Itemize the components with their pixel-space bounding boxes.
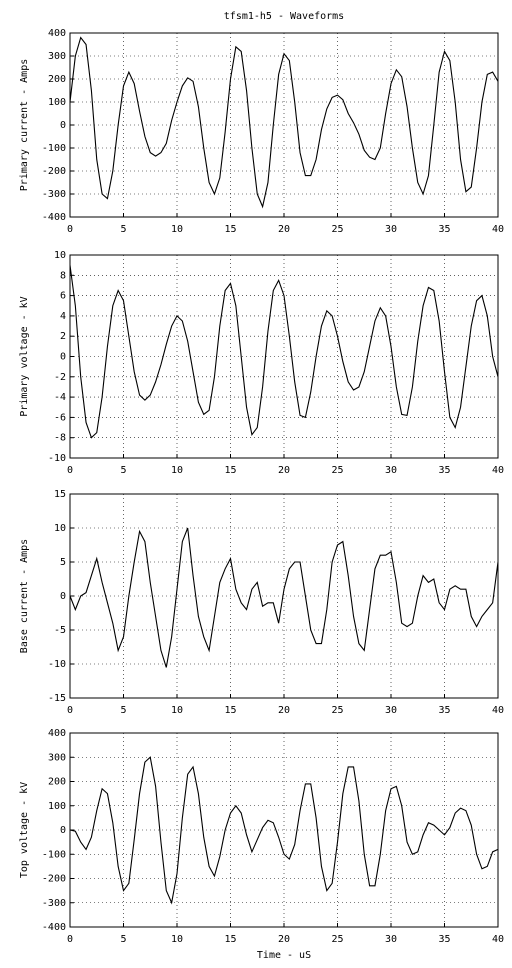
x-tick-label: 10 — [171, 224, 183, 235]
chart-title: tfsm1-h5 - Waveforms — [224, 11, 344, 22]
x-tick-label: 40 — [492, 705, 504, 716]
plot-frame — [69, 254, 499, 459]
x-tick-label: 30 — [385, 224, 397, 235]
x-axis-label: Time - uS — [257, 950, 311, 961]
y-tick-label: -4 — [54, 392, 66, 403]
y-tick-label: 4 — [60, 311, 66, 322]
y-tick-label: 100 — [48, 97, 66, 108]
x-tick-label: 15 — [224, 224, 236, 235]
x-tick-label: 0 — [67, 465, 73, 476]
y-axis-label: Primary current - Amps — [19, 59, 30, 191]
x-tick-label: 30 — [385, 465, 397, 476]
x-tick-label: 15 — [224, 465, 236, 476]
x-tick-label: 20 — [278, 934, 290, 945]
x-tick-label: 35 — [438, 224, 450, 235]
x-tick-label: 30 — [385, 934, 397, 945]
x-tick-label: 30 — [385, 705, 397, 716]
waveform-line — [69, 756, 499, 905]
x-tick-label: 20 — [278, 224, 290, 235]
x-tick-label: 5 — [120, 465, 126, 476]
y-tick-label: 400 — [48, 728, 66, 739]
y-tick-label: -100 — [42, 849, 66, 860]
y-tick-label: 100 — [48, 801, 66, 812]
y-tick-label: -15 — [48, 693, 66, 704]
x-tick-label: 25 — [331, 934, 343, 945]
y-tick-label: 0 — [60, 352, 66, 363]
x-tick-label: 5 — [120, 934, 126, 945]
x-tick-label: 20 — [278, 705, 290, 716]
x-tick-label: 10 — [171, 705, 183, 716]
x-tick-label: 35 — [438, 934, 450, 945]
x-tick-label: 20 — [278, 465, 290, 476]
x-tick-label: 5 — [120, 224, 126, 235]
y-tick-label: -6 — [54, 412, 66, 423]
x-tick-label: 35 — [438, 465, 450, 476]
x-tick-label: 0 — [67, 934, 73, 945]
y-tick-label: 200 — [48, 777, 66, 788]
y-axis-label: Base current - Amps — [19, 539, 30, 653]
y-tick-label: -400 — [42, 212, 66, 223]
x-tick-label: 35 — [438, 705, 450, 716]
y-tick-label: 400 — [48, 28, 66, 39]
y-tick-label: 0 — [60, 120, 66, 131]
x-tick-label: 10 — [171, 465, 183, 476]
x-tick-label: 15 — [224, 705, 236, 716]
y-tick-label: 6 — [60, 291, 66, 302]
y-tick-label: 15 — [54, 489, 66, 500]
y-tick-label: 2 — [60, 331, 66, 342]
x-tick-label: 40 — [492, 934, 504, 945]
x-tick-label: 40 — [492, 224, 504, 235]
y-tick-label: 0 — [60, 825, 66, 836]
waveform-line — [69, 527, 499, 668]
x-tick-label: 5 — [120, 705, 126, 716]
y-tick-label: -300 — [42, 898, 66, 909]
y-tick-label: 300 — [48, 51, 66, 62]
y-axis-label: Top voltage - kV — [19, 782, 30, 878]
waveform-line — [69, 36, 499, 209]
x-tick-label: 40 — [492, 465, 504, 476]
y-axis-label: Primary voltage - kV — [19, 296, 30, 416]
y-tick-label: -300 — [42, 189, 66, 200]
x-tick-label: 25 — [331, 465, 343, 476]
y-tick-label: -200 — [42, 874, 66, 885]
y-tick-label: 5 — [60, 557, 66, 568]
y-tick-label: 10 — [54, 523, 66, 534]
x-tick-label: 25 — [331, 705, 343, 716]
waveform-line — [69, 265, 499, 439]
y-tick-label: -10 — [48, 453, 66, 464]
y-tick-label: -2 — [54, 372, 66, 383]
x-tick-label: 10 — [171, 934, 183, 945]
x-tick-label: 0 — [67, 224, 73, 235]
x-tick-label: 15 — [224, 934, 236, 945]
y-tick-label: 8 — [60, 270, 66, 281]
x-tick-label: 0 — [67, 705, 73, 716]
plot-frame — [69, 32, 499, 218]
y-tick-label: 300 — [48, 752, 66, 763]
y-tick-label: 10 — [54, 250, 66, 261]
y-tick-label: -400 — [42, 922, 66, 933]
x-tick-label: 25 — [331, 224, 343, 235]
y-tick-label: -100 — [42, 143, 66, 154]
y-tick-label: -8 — [54, 433, 66, 444]
y-tick-label: 0 — [60, 591, 66, 602]
y-tick-label: -200 — [42, 166, 66, 177]
y-tick-label: -10 — [48, 659, 66, 670]
y-tick-label: 200 — [48, 74, 66, 85]
y-tick-label: -5 — [54, 625, 66, 636]
